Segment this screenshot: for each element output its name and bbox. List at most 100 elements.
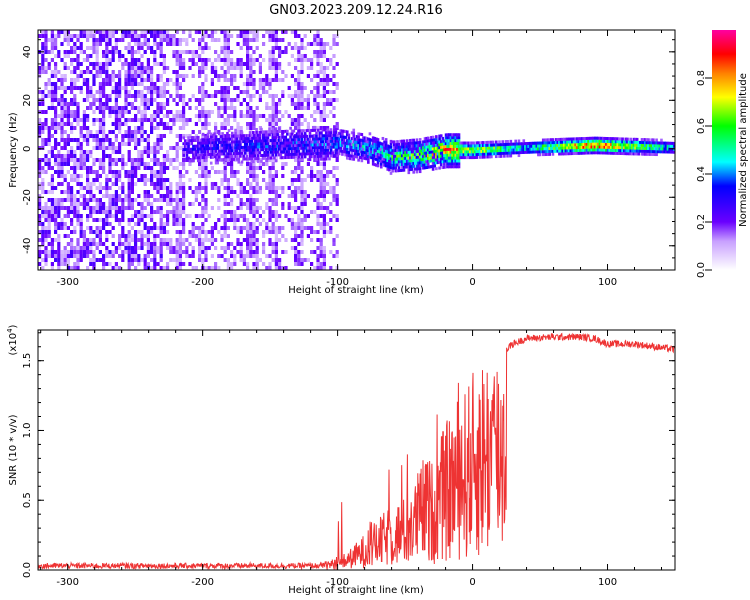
heatmap-cell xyxy=(98,182,102,186)
heatmap-cell xyxy=(425,136,428,140)
heatmap-cell xyxy=(226,194,230,198)
heatmap-cell xyxy=(504,151,508,155)
heatmap-cell xyxy=(219,135,223,139)
heatmap-cell xyxy=(306,42,310,46)
heatmap-cell xyxy=(234,134,237,138)
heatmap-cell xyxy=(76,142,80,146)
heatmap-cell xyxy=(227,128,231,132)
heatmap-cell xyxy=(220,86,224,90)
heatmap-cell xyxy=(426,154,430,158)
heatmap-cell xyxy=(297,258,301,262)
heatmap-cell xyxy=(150,182,154,186)
heatmap-cell xyxy=(276,130,279,134)
heatmap-cell xyxy=(430,141,433,145)
heatmap-cell xyxy=(130,238,134,242)
heatmap-cell xyxy=(248,139,252,143)
heatmap-cell xyxy=(162,198,166,202)
heatmap-cell xyxy=(313,266,317,270)
heatmap-cell xyxy=(319,50,323,54)
heatmap-cell xyxy=(239,34,243,38)
heatmap-cell xyxy=(550,144,553,148)
heatmap-cell xyxy=(82,246,86,250)
heatmap-cell xyxy=(95,230,99,234)
heatmap-cell xyxy=(153,198,157,202)
heatmap-cell xyxy=(143,174,147,178)
heatmap-cell xyxy=(92,238,96,242)
heatmap-cell xyxy=(448,165,451,169)
heatmap-cell xyxy=(194,114,198,118)
heatmap-cell xyxy=(237,160,241,164)
heatmap-cell xyxy=(108,58,112,62)
heatmap-cell xyxy=(417,167,420,171)
heatmap-cell xyxy=(482,149,485,153)
heatmap-cell xyxy=(553,141,556,145)
heatmap-cell xyxy=(156,30,160,34)
heatmap-cell xyxy=(347,142,351,146)
heatmap-cell xyxy=(140,210,144,214)
heatmap-cell xyxy=(214,238,218,242)
heatmap-cell xyxy=(255,254,259,258)
heatmap-cell xyxy=(332,114,336,118)
heatmap-cell xyxy=(73,114,77,118)
heatmap-cell xyxy=(95,206,99,210)
heatmap-cell xyxy=(248,151,252,155)
heatmap-cell xyxy=(239,114,243,118)
heatmap-cell xyxy=(460,153,464,157)
heatmap-cell xyxy=(207,170,211,174)
heatmap-cell xyxy=(454,165,458,169)
heatmap-cell xyxy=(233,246,237,250)
heatmap-cell xyxy=(462,156,466,160)
heatmap-cell xyxy=(454,142,458,145)
heatmap-cell xyxy=(278,266,282,270)
heatmap-cell xyxy=(76,62,80,66)
heatmap-cell xyxy=(73,202,77,206)
heatmap-cell xyxy=(63,154,67,158)
heatmap-cell xyxy=(258,82,262,86)
heatmap-cell xyxy=(105,206,109,210)
heatmap-cell xyxy=(392,149,396,153)
heatmap-cell xyxy=(220,234,224,238)
heatmap-cell xyxy=(258,136,262,140)
heatmap-cell xyxy=(333,131,336,135)
heatmap-cell xyxy=(143,162,147,166)
heatmap-cell xyxy=(260,142,263,146)
heatmap-cell xyxy=(287,153,291,157)
heatmap-cell xyxy=(121,62,125,66)
heatmap-cell xyxy=(480,155,483,159)
heatmap-cell xyxy=(530,141,534,145)
heatmap-cell xyxy=(153,90,157,94)
heatmap-cell xyxy=(294,254,298,258)
heatmap-cell xyxy=(210,82,214,86)
heatmap-cell xyxy=(258,139,262,143)
heatmap-cell xyxy=(319,194,323,198)
heatmap-cell xyxy=(498,146,501,150)
heatmap-cell xyxy=(207,114,211,118)
heatmap-cell xyxy=(234,128,237,132)
heatmap-cell xyxy=(198,230,202,234)
heatmap-cell xyxy=(194,186,198,190)
heatmap-cell xyxy=(102,102,106,106)
heatmap-cell xyxy=(396,157,399,161)
heatmap-cell xyxy=(182,78,186,82)
heatmap-cell xyxy=(464,147,467,151)
heatmap-cell xyxy=(360,138,364,142)
heatmap-cell xyxy=(209,144,213,148)
heatmap-cell xyxy=(258,258,262,262)
heatmap-cell xyxy=(44,170,48,174)
heatmap-cell xyxy=(438,166,441,170)
heatmap-cell xyxy=(264,139,268,143)
heatmap-cell xyxy=(352,137,356,141)
heatmap-cell xyxy=(300,66,304,70)
heatmap-cell xyxy=(175,42,179,46)
heatmap-cell xyxy=(166,34,170,38)
heatmap-cell xyxy=(313,110,317,114)
heatmap-cell xyxy=(79,258,83,262)
heatmap-cell xyxy=(412,170,415,174)
heatmap-cell xyxy=(227,146,231,150)
heatmap-cell xyxy=(82,242,86,246)
heatmap-cell xyxy=(246,230,250,234)
heatmap-cell xyxy=(92,110,96,114)
heatmap-cell xyxy=(423,157,427,161)
heatmap-cell xyxy=(121,186,125,190)
heatmap-cell xyxy=(402,165,406,169)
